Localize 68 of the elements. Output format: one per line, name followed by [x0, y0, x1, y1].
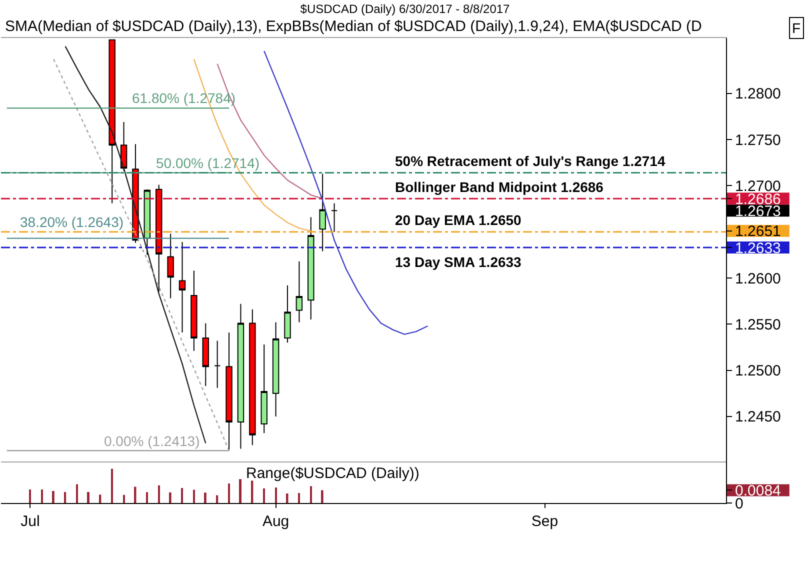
bar: [99, 494, 102, 503]
candlestick: [237, 303, 244, 450]
bar: [193, 490, 195, 503]
candlestick: [296, 260, 303, 323]
y-tick-label: 1.2450: [735, 408, 781, 426]
candlestick: [178, 242, 186, 333]
y-tick-label: 1.2800: [735, 86, 781, 103]
candlestick: [260, 344, 268, 434]
y-tick-label: 1.2633: [735, 240, 781, 257]
ref-line-label: 50% Retracement of July's Range 1.2714: [395, 153, 666, 169]
candlestick: [167, 233, 174, 299]
y-tick-label: 1.2750: [735, 132, 781, 149]
candlestick: [202, 322, 209, 387]
ref-line-label: 20 Day EMA 1.2650: [395, 212, 522, 228]
bar: [286, 494, 288, 503]
candlestick: [319, 173, 326, 252]
bar: [76, 484, 78, 503]
bar: [298, 492, 300, 503]
bar: [169, 492, 172, 503]
bar: [52, 490, 54, 503]
candlestick: [226, 332, 232, 452]
bar: [41, 489, 43, 503]
bar: [239, 479, 242, 503]
y-tick-label: 1.2600: [735, 270, 781, 288]
candlestick: [272, 322, 280, 417]
bar: [181, 488, 184, 503]
bar: [134, 486, 136, 503]
candlestick: [190, 270, 198, 352]
candlestick: [284, 284, 291, 344]
y-tick-label: 1.2700: [735, 178, 781, 195]
y-tick-label: 1.2500: [735, 362, 781, 380]
bar: [275, 487, 277, 503]
x-tick-label: Aug: [262, 513, 290, 530]
candlestick: [132, 144, 139, 244]
bar: [123, 494, 125, 503]
candlestick: [120, 122, 128, 172]
chart-title: Range($USDCAD (Daily)): [246, 465, 420, 482]
bar: [111, 468, 113, 503]
bar: [204, 492, 206, 503]
y-tick-label: 1.2651: [735, 223, 781, 240]
candlestick: [156, 184, 162, 292]
ref-line-label: Bollinger Band Midpoint 1.2686: [395, 179, 604, 195]
text: SMA(Median of $USDCAD (Daily),13), ExpBBs(Median of $USDCAD (Daily),1.9,24), EMA($USDCAD (D: [5, 18, 702, 35]
y-tick-label: 1.2550: [735, 316, 781, 334]
x-tick-label: Jul: [20, 513, 40, 530]
candlestick: [214, 340, 221, 388]
y-tick-label: 1.2673: [735, 202, 781, 220]
bar: [146, 492, 148, 503]
bar: [158, 485, 160, 503]
bar: [216, 495, 218, 503]
candlestick: [330, 202, 338, 232]
series-label: 38.20% (1.2643): [20, 214, 124, 230]
bar: [64, 492, 66, 503]
candlestick: [308, 216, 314, 320]
bar: [263, 488, 265, 503]
ref-line-label: 13 Day SMA 1.2633: [395, 254, 522, 270]
x-tick-label: Sep: [531, 513, 558, 530]
bar: [228, 483, 230, 503]
bar: [251, 480, 254, 503]
chart-title: $USDCAD (Daily) 6/30/2017 - 8/8/2017: [300, 2, 510, 16]
bar: [310, 486, 312, 503]
text: F: [792, 20, 801, 36]
bar: [29, 489, 31, 503]
bar: [321, 490, 324, 503]
candlestick: [249, 308, 256, 446]
bar: [87, 492, 90, 503]
candlestick: [108, 39, 116, 204]
series-label: 0.00% (1.2413): [104, 433, 200, 449]
